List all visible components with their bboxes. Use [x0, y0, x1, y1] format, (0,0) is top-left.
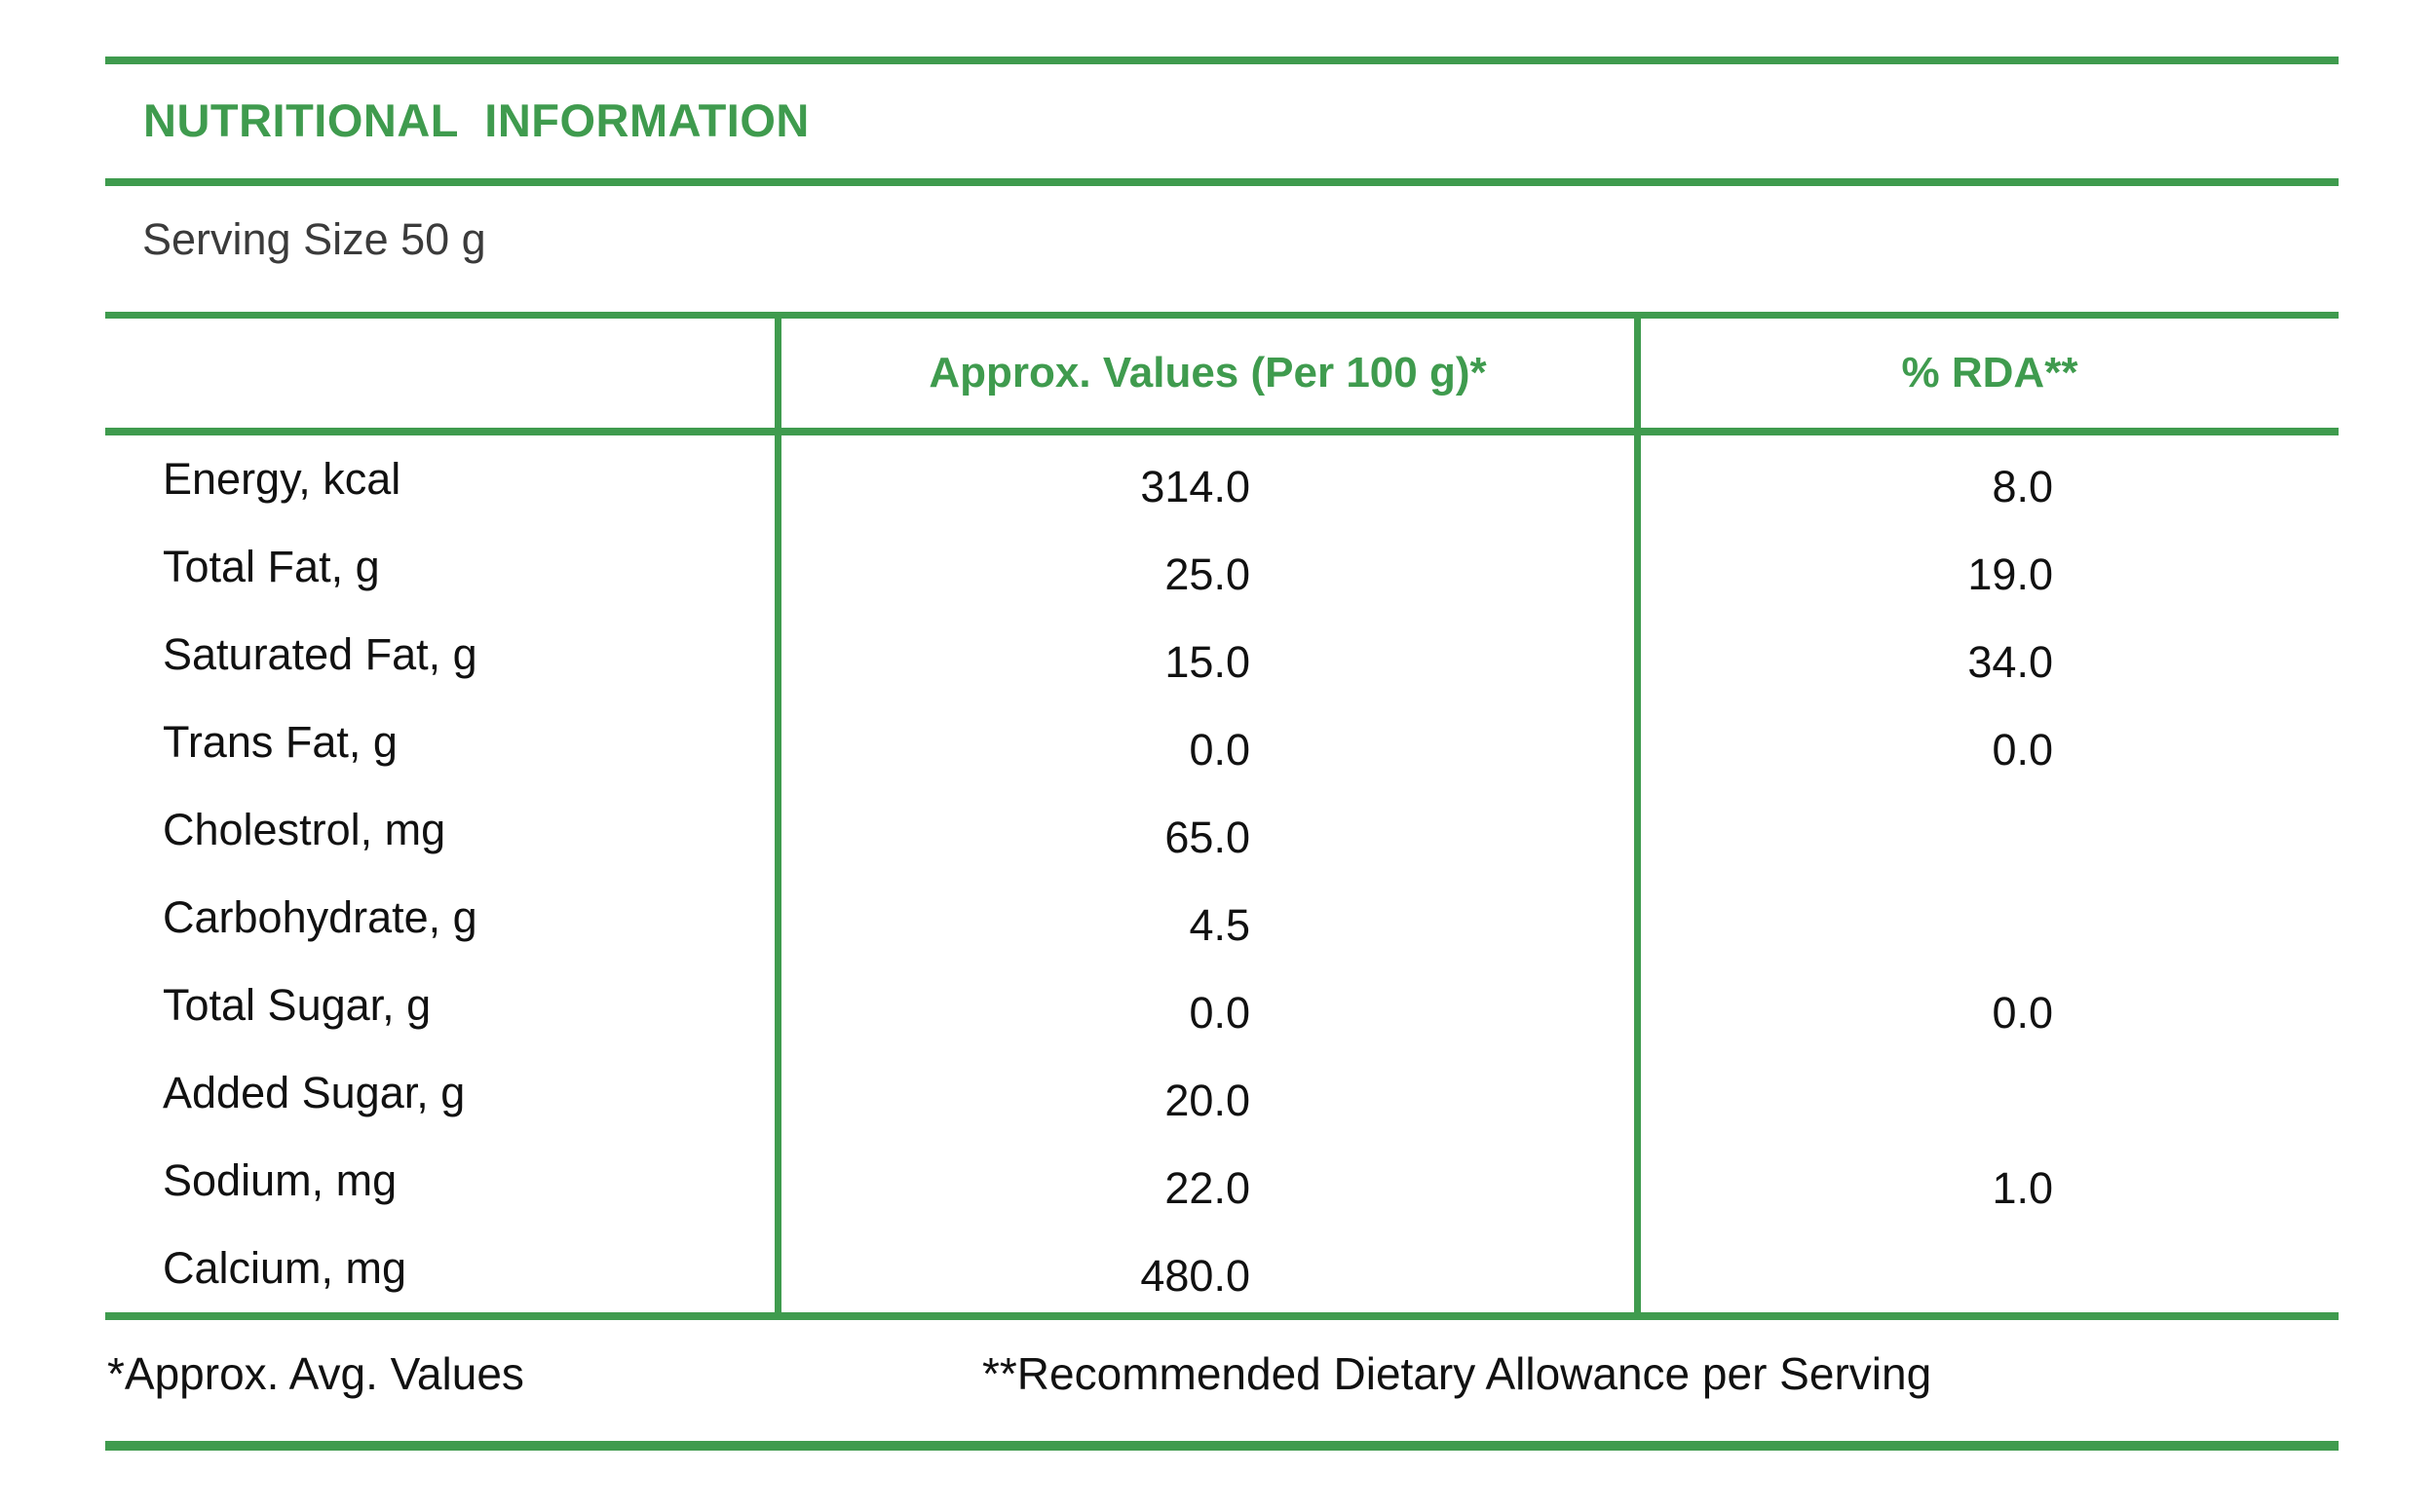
value-text: 15.0: [1164, 637, 1250, 687]
row-value-saturated-fat: 15.0: [775, 611, 1634, 699]
row-value-carbohydrate: 4.5: [775, 874, 1634, 962]
footnote-rda: **Recommended Dietary Allowance per Serv…: [982, 1348, 1932, 1399]
value-text: 65.0: [1164, 813, 1250, 862]
row-label-carbohydrate: Carbohydrate, g: [105, 874, 775, 962]
header-nutrient-blank: [105, 319, 775, 435]
row-label-total-sugar: Total Sugar, g: [105, 962, 775, 1049]
row-value-sodium: 22.0: [775, 1137, 1634, 1225]
row-value-trans-fat: 0.0: [775, 699, 1634, 786]
row-rda-cholestrol: [1634, 786, 2339, 874]
rda-text: 0.0: [1992, 725, 2053, 775]
value-text: 20.0: [1164, 1076, 1250, 1125]
row-value-calcium: 480.0: [775, 1225, 1634, 1312]
row-rda-carbohydrate: [1634, 874, 2339, 962]
row-label-cholestrol: Cholestrol, mg: [105, 786, 775, 874]
value-text: 314.0: [1140, 462, 1250, 511]
row-label-trans-fat: Trans Fat, g: [105, 699, 775, 786]
row-rda-calcium: [1634, 1225, 2339, 1312]
row-rda-energy: 8.0: [1634, 435, 2339, 523]
nutrition-table: Approx. Values (Per 100 g)* % RDA** Ener…: [105, 312, 2339, 1320]
footnote-approx-values: *Approx. Avg. Values: [107, 1348, 524, 1399]
row-label-added-sugar: Added Sugar, g: [105, 1049, 775, 1137]
row-rda-added-sugar: [1634, 1049, 2339, 1137]
top-rule: [105, 57, 2339, 64]
value-text: 25.0: [1164, 549, 1250, 599]
row-rda-total-fat: 19.0: [1634, 523, 2339, 611]
footnotes: *Approx. Avg. Values **Recommended Dieta…: [105, 1345, 2339, 1402]
row-value-energy: 314.0: [775, 435, 1634, 523]
value-text: 22.0: [1164, 1163, 1250, 1213]
rda-text: 1.0: [1992, 1163, 2053, 1213]
bottom-rule: [105, 1441, 2339, 1451]
row-label-sodium: Sodium, mg: [105, 1137, 775, 1225]
value-text: 4.5: [1189, 900, 1250, 950]
row-rda-saturated-fat: 34.0: [1634, 611, 2339, 699]
row-value-added-sugar: 20.0: [775, 1049, 1634, 1137]
page-title: NUTRITIONAL INFORMATION: [143, 94, 810, 146]
value-text: 480.0: [1140, 1251, 1250, 1301]
header-rda: % RDA**: [1634, 319, 2339, 435]
row-value-total-fat: 25.0: [775, 523, 1634, 611]
row-value-total-sugar: 0.0: [775, 962, 1634, 1049]
row-label-energy: Energy, kcal: [105, 435, 775, 523]
row-rda-total-sugar: 0.0: [1634, 962, 2339, 1049]
rda-text: 19.0: [1967, 549, 2053, 599]
rda-text: 8.0: [1992, 462, 2053, 511]
serving-size-text: Serving Size 50 g: [142, 214, 486, 264]
row-rda-sodium: 1.0: [1634, 1137, 2339, 1225]
row-label-calcium: Calcium, mg: [105, 1225, 775, 1312]
value-text: 0.0: [1189, 988, 1250, 1038]
title-underline-rule: [105, 178, 2339, 186]
row-label-saturated-fat: Saturated Fat, g: [105, 611, 775, 699]
rda-text: 0.0: [1992, 988, 2053, 1038]
row-rda-trans-fat: 0.0: [1634, 699, 2339, 786]
rda-text: 34.0: [1967, 637, 2053, 687]
row-label-total-fat: Total Fat, g: [105, 523, 775, 611]
row-value-cholestrol: 65.0: [775, 786, 1634, 874]
header-approx-values: Approx. Values (Per 100 g)*: [775, 319, 1634, 435]
value-text: 0.0: [1189, 725, 1250, 775]
